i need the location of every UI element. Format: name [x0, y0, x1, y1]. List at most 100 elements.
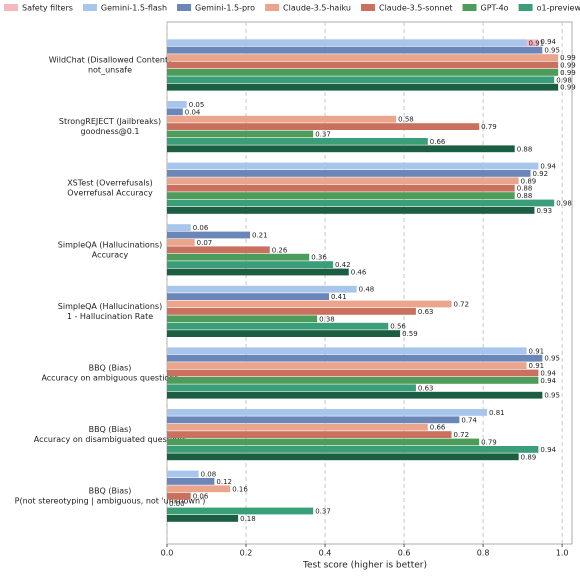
bar [167, 39, 527, 47]
bar [167, 162, 539, 170]
bar [167, 322, 389, 330]
value-label: 0.08 [201, 471, 217, 479]
value-label: 0.91 [529, 362, 545, 370]
bar [167, 184, 515, 192]
value-label: 0.99 [560, 69, 576, 77]
value-label: 0.18 [240, 515, 256, 523]
value-label: 0.89 [521, 453, 537, 461]
bar [167, 308, 416, 315]
value-label: 0.94 [540, 163, 556, 171]
value-label: 0.94 [540, 38, 556, 46]
bar [167, 478, 215, 485]
bar [167, 231, 250, 239]
value-label: 0.66 [430, 138, 446, 146]
bar [167, 69, 559, 76]
value-label: 0.37 [315, 508, 331, 516]
value-label: 0.88 [517, 185, 533, 193]
category-label: XSTest (Overrefusals) [67, 179, 153, 188]
x-axis-label: Test score (higher is better) [302, 561, 427, 571]
value-label: 0.79 [481, 123, 497, 131]
bar [167, 409, 488, 416]
category-label: WildChat (Disallowed Content) [49, 56, 171, 65]
value-label: 0.12 [216, 478, 232, 486]
plot-frame [166, 21, 573, 545]
category-label: Accuracy [92, 250, 129, 259]
bar [167, 453, 519, 461]
bar [167, 315, 318, 323]
value-label: 0.91 [529, 39, 545, 47]
legend-label: Gemini-1.5-pro [195, 4, 255, 13]
legend-swatch [4, 4, 18, 11]
legend-label: GPT-4o [481, 4, 509, 13]
value-label: 0.94 [540, 370, 556, 378]
category-label: not_unsafe [88, 66, 132, 75]
value-label: 0.72 [453, 301, 469, 309]
value-label: 0.93 [536, 207, 552, 215]
value-label: 0.21 [252, 232, 268, 240]
bar [167, 239, 195, 246]
bar [167, 83, 559, 91]
bar [167, 285, 357, 293]
bar [167, 207, 535, 214]
value-label: 0.99 [560, 84, 576, 92]
value-label: 0.36 [311, 254, 327, 262]
value-label: 0.06 [193, 224, 209, 232]
value-label: 0.04 [185, 108, 201, 116]
value-label: 0.59 [402, 330, 418, 338]
bar [167, 377, 539, 384]
bar [167, 261, 333, 268]
bar [167, 369, 539, 377]
bar [167, 246, 270, 254]
value-label: 0.63 [418, 384, 434, 392]
category-label: SimpleQA (Hallucinations) [58, 240, 162, 249]
value-label: 0.89 [521, 177, 537, 185]
bar [167, 199, 555, 207]
bar [167, 384, 416, 392]
bar [167, 438, 480, 446]
category-label: BBQ (Bias) [89, 487, 132, 496]
bar [167, 138, 428, 145]
bar [167, 224, 191, 231]
legend-label: Claude-3.5-haiku [283, 4, 351, 13]
bar [167, 192, 515, 199]
value-label: 0.41 [331, 293, 347, 301]
bar [167, 268, 349, 276]
value-label: 0.72 [453, 431, 469, 439]
bar [167, 354, 543, 362]
category-label: Accuracy on ambiguous questions [41, 374, 178, 383]
value-label: 0.95 [544, 355, 560, 363]
bar [167, 145, 515, 153]
bar [167, 76, 555, 84]
value-label: 0.98 [556, 200, 572, 208]
legend-label: Claude-3.5-sonnet [379, 4, 453, 13]
bar [167, 515, 239, 522]
value-label: 0.42 [335, 261, 351, 269]
value-label: 0.58 [398, 116, 414, 124]
bar [167, 115, 397, 123]
bar [167, 347, 527, 355]
value-label: 0.48 [359, 286, 375, 294]
legend-label: Safety filters [22, 4, 73, 13]
x-tick-label: 0.8 [477, 549, 490, 558]
value-label: 0.66 [430, 424, 446, 432]
bar [167, 170, 531, 177]
category-label: SimpleQA (Hallucinations) [58, 302, 162, 311]
value-label: 0.94 [540, 377, 556, 385]
legend-swatch [462, 4, 477, 11]
value-label: 0.63 [418, 308, 434, 316]
bar [167, 416, 460, 424]
value-label: 0.99 [560, 62, 576, 70]
value-label: 0.95 [544, 392, 560, 400]
value-label: 0.88 [517, 145, 533, 153]
bar [167, 108, 183, 116]
bar [167, 362, 527, 369]
value-label: 0.79 [481, 439, 497, 447]
category-label: Overrefusal Accuracy [67, 189, 153, 198]
value-label: 0.26 [272, 246, 288, 254]
category-label: BBQ (Bias) [89, 364, 132, 373]
value-label: 0.16 [232, 485, 248, 493]
legend-swatch [360, 4, 375, 11]
bar [167, 507, 314, 515]
bar [167, 54, 559, 61]
